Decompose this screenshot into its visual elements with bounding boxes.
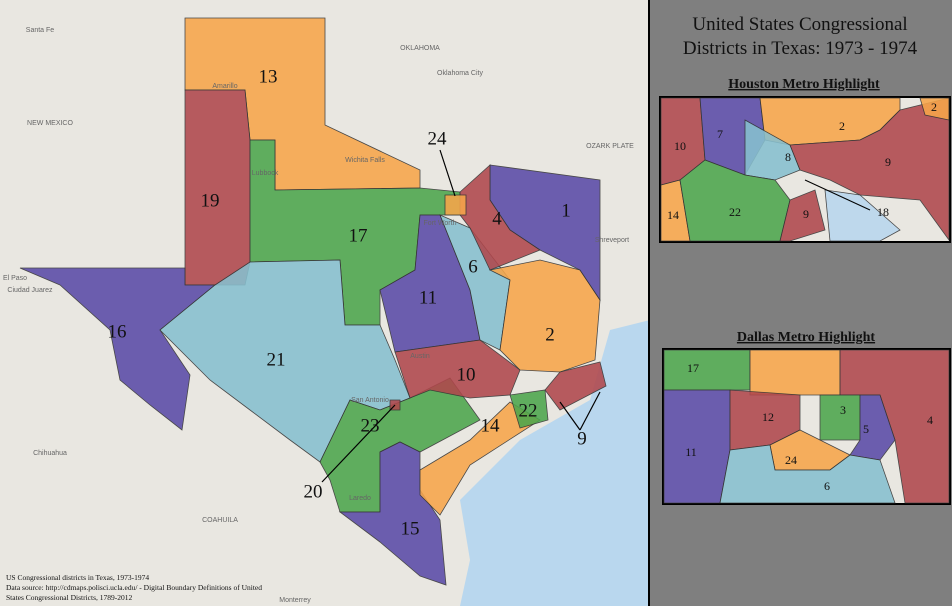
place-label: OKLAHOMA	[400, 45, 440, 52]
source-line: US Congressional districts in Texas, 197…	[6, 573, 149, 582]
inset-label: 9	[885, 155, 891, 169]
place-label: Wichita Falls	[345, 157, 385, 164]
inset-label: 7	[717, 127, 723, 141]
inset-label: 9	[803, 207, 809, 221]
inset-label: 24	[785, 453, 797, 467]
inset-district	[744, 119, 801, 181]
inset-label: 22	[729, 205, 741, 219]
district-24	[444, 194, 467, 216]
dallas-inset	[662, 348, 951, 505]
title-line: United States Congressional	[692, 14, 907, 35]
place-label: Fort Worth	[424, 220, 457, 227]
inset-district	[819, 394, 861, 441]
inset-district	[779, 189, 826, 242]
leader-line	[321, 404, 396, 483]
district-labels: 13 19 24 17 4 1 16 11 6 21 2 10 20 23 22…	[108, 66, 587, 539]
source-note: US Congressional districts in Texas, 197…	[6, 573, 262, 602]
inset-water	[824, 189, 901, 242]
place-label: Shreveport	[595, 237, 629, 244]
houston-inset	[659, 96, 951, 243]
district-10	[394, 339, 521, 399]
district-label: 17	[349, 225, 368, 246]
district-label: 1	[561, 200, 571, 221]
district-label: 13	[259, 66, 278, 87]
title-line: Districts in Texas: 1973 - 1974	[683, 38, 918, 59]
district-label: 6	[468, 256, 478, 277]
district-4	[459, 164, 541, 271]
district-label: 22	[519, 400, 538, 421]
inset-district	[749, 349, 841, 396]
houston-labels: 7 10 2 2 8 9 14 22 9 18	[667, 100, 937, 222]
districts	[19, 17, 607, 586]
inset-district	[663, 349, 751, 391]
inset-district	[663, 389, 731, 504]
district-2	[488, 259, 601, 373]
inset-district	[719, 444, 896, 504]
district-label: 14	[481, 415, 501, 436]
inset-label: 8	[785, 150, 791, 164]
district-label: 2	[545, 324, 555, 345]
inset-title: Houston Metro Highlight	[728, 77, 880, 92]
place-label: Santa Fe	[26, 27, 55, 34]
inset-title: Dallas Metro Highlight	[737, 330, 876, 345]
leader-lines	[321, 149, 601, 483]
place-label: San Antonio	[351, 397, 389, 404]
inset-label: 3	[840, 403, 846, 417]
place-label: El Paso	[3, 275, 27, 282]
place-label: OZARK PLATE	[586, 143, 634, 150]
district-16	[19, 267, 217, 431]
inset-label: 10	[674, 139, 686, 153]
district-label: 11	[419, 287, 437, 308]
inset-label: 18	[877, 205, 889, 219]
inset-label: 2	[931, 100, 937, 114]
district-label: 21	[267, 349, 286, 370]
place-label: Ciudad Juarez	[7, 287, 53, 294]
place-label: COAHUILA	[202, 517, 238, 524]
place-label: Austin	[410, 353, 430, 360]
source-line: States Congressional Districts, 1789-201…	[6, 593, 132, 602]
district-label: 10	[457, 364, 476, 385]
inset-label: 5	[863, 422, 869, 436]
inset-label: 6	[824, 479, 830, 493]
district-label: 4	[492, 208, 502, 229]
source-line: Data source: http://cdmaps.polisci.ucla.…	[6, 583, 262, 592]
leader-line	[579, 391, 601, 431]
district-19	[184, 89, 251, 286]
district-label: 19	[201, 190, 220, 211]
inset-label: 11	[685, 445, 697, 459]
leader-line	[804, 179, 871, 211]
place-label: NEW MEXICO	[27, 120, 73, 127]
district-label: 15	[401, 518, 420, 539]
district-9	[544, 361, 607, 411]
place-label: Monterrey	[279, 597, 311, 604]
gulf-water	[460, 320, 650, 606]
inset-label: 4	[927, 413, 933, 427]
district-label: 16	[108, 321, 127, 342]
dallas-labels: 17 12 3 4 5 11 24 6	[685, 361, 933, 493]
place-labels: OKLAHOMA Oklahoma City NEW MEXICO OZARK …	[3, 27, 634, 604]
district-label: 20	[304, 481, 323, 502]
district-22	[509, 389, 549, 429]
leader-line	[559, 401, 581, 431]
district-14	[419, 401, 541, 516]
leader-line	[439, 149, 456, 197]
inset-label: 14	[667, 208, 679, 222]
inset-district	[789, 97, 950, 242]
inset-label: 17	[687, 361, 699, 375]
place-label: Amarillo	[212, 83, 237, 90]
place-label: Oklahoma City	[437, 70, 483, 77]
district-label: 9	[577, 428, 587, 449]
inset-label: 2	[839, 119, 845, 133]
district-15	[338, 441, 447, 586]
inset-label: 12	[762, 410, 774, 424]
inset-district	[919, 97, 950, 121]
district-label: 24	[428, 128, 448, 149]
place-label: Laredo	[349, 495, 371, 502]
place-label: Lubbock	[252, 170, 279, 177]
inset-district	[679, 159, 791, 242]
district-label: 23	[361, 415, 380, 436]
place-label: Chihuahua	[33, 450, 67, 457]
